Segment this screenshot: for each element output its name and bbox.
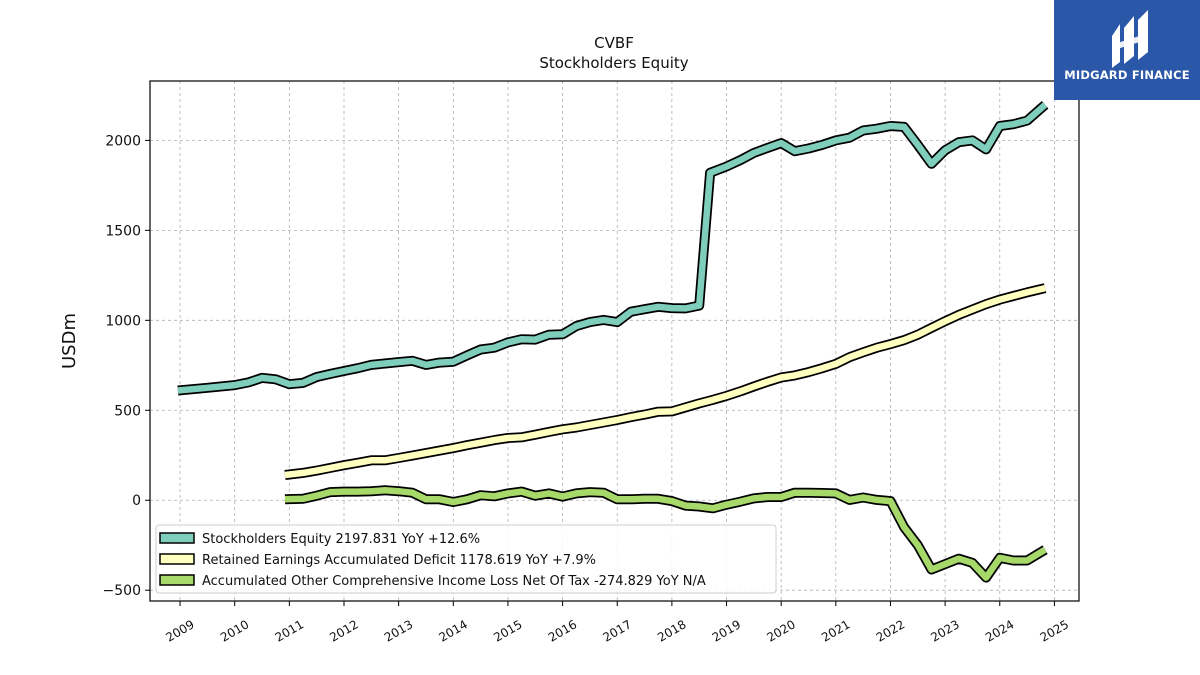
legend-label-1: Stockholders Equity 2197.831 YoY +12.6% [202,532,480,547]
x-tick-label: 2016 [546,617,579,644]
legend-swatch-3 [159,574,195,586]
legend: Stockholders Equity 2197.831 YoY +12.6% R… [155,524,777,594]
x-tick-label: 2019 [710,617,743,644]
series-line-2 [284,284,1046,479]
x-tick-label: 2009 [163,617,196,644]
y-tick-label: −500 [103,583,141,599]
x-tick-label: 2013 [382,617,415,644]
x-tick-label: 2017 [601,617,634,644]
x-tick-label: 2023 [928,617,961,644]
plot-frame [149,80,1080,602]
y-tick-label: 1500 [105,223,141,239]
y-axis-title: USDm [59,313,80,369]
x-tick-label: 2024 [983,617,1016,644]
legend-label-2: Retained Earnings Accumulated Deficit 11… [202,553,596,568]
chart-subtitle: Stockholders Equity [539,54,688,72]
y-axis: −500 0 500 1000 1500 2000 [103,133,150,599]
y-tick-label: 1000 [105,313,141,329]
chart-title: CVBF [594,34,634,52]
x-tick-label: 2022 [874,617,907,644]
legend-swatch-2 [159,553,195,565]
y-tick-label: 2000 [105,133,141,149]
y-tick-label: 500 [114,403,141,419]
x-tick-label: 2012 [327,617,360,644]
x-tick-label: 2010 [218,617,251,644]
x-axis: 2009 2010 2011 2012 2013 2014 2015 2016 2017 2018… [163,601,1071,645]
x-tick-label: 2014 [437,617,470,644]
legend-label-3: Accumulated Other Comprehensive Income L… [202,574,706,589]
brand-logo: MIDGARD FINANCE [1054,0,1200,100]
series-line-1 [177,102,1048,394]
x-tick-label: 2025 [1038,617,1071,644]
series-line-3 [284,487,1047,581]
y-tick-label: 0 [132,493,141,509]
x-tick-label: 2015 [491,617,524,644]
x-tick-label: 2018 [655,617,688,644]
brand-name: MIDGARD FINANCE [1064,68,1190,82]
series-outline-1 [177,101,1049,396]
x-tick-label: 2021 [819,617,852,644]
legend-swatch-1 [159,532,195,544]
midgard-logo-icon [1112,10,1148,68]
legend-box [155,524,777,594]
x-tick-label: 2011 [273,617,306,644]
x-tick-label: 2020 [764,617,797,644]
series-lines [177,101,1049,583]
